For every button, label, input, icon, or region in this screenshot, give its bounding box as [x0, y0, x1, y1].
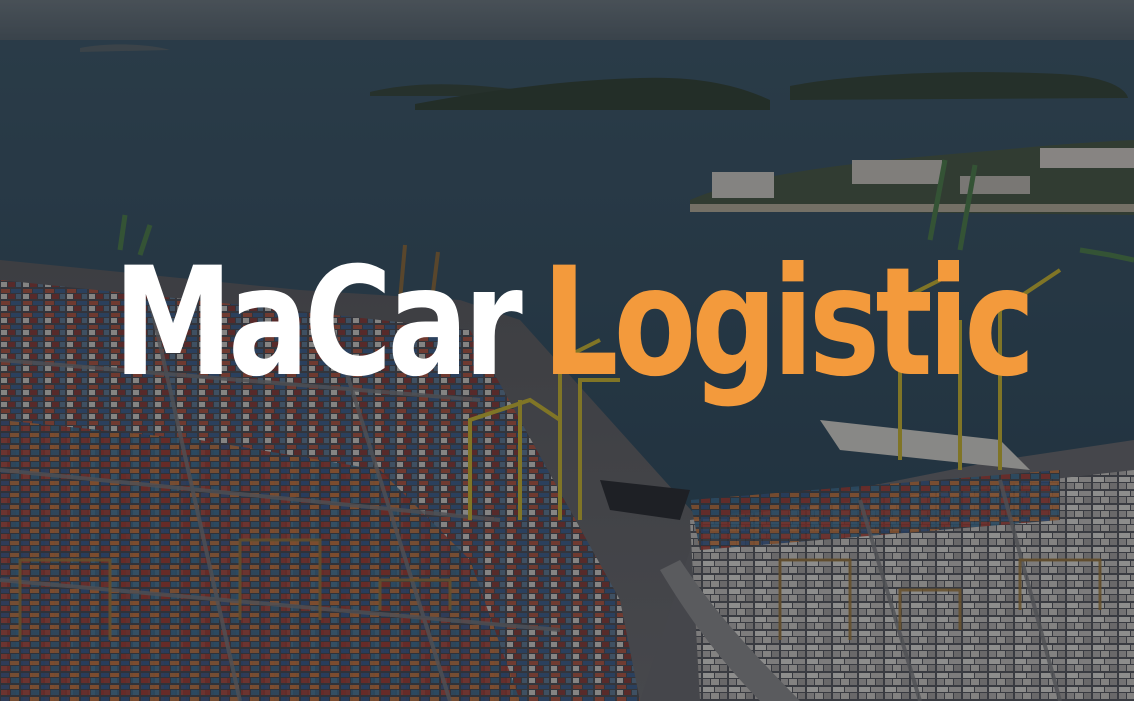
brand-name-accent: Logistic — [542, 236, 1035, 410]
brand-title: MaCar Logistic — [113, 248, 1035, 398]
brand-name-primary: MaCar — [113, 236, 522, 410]
